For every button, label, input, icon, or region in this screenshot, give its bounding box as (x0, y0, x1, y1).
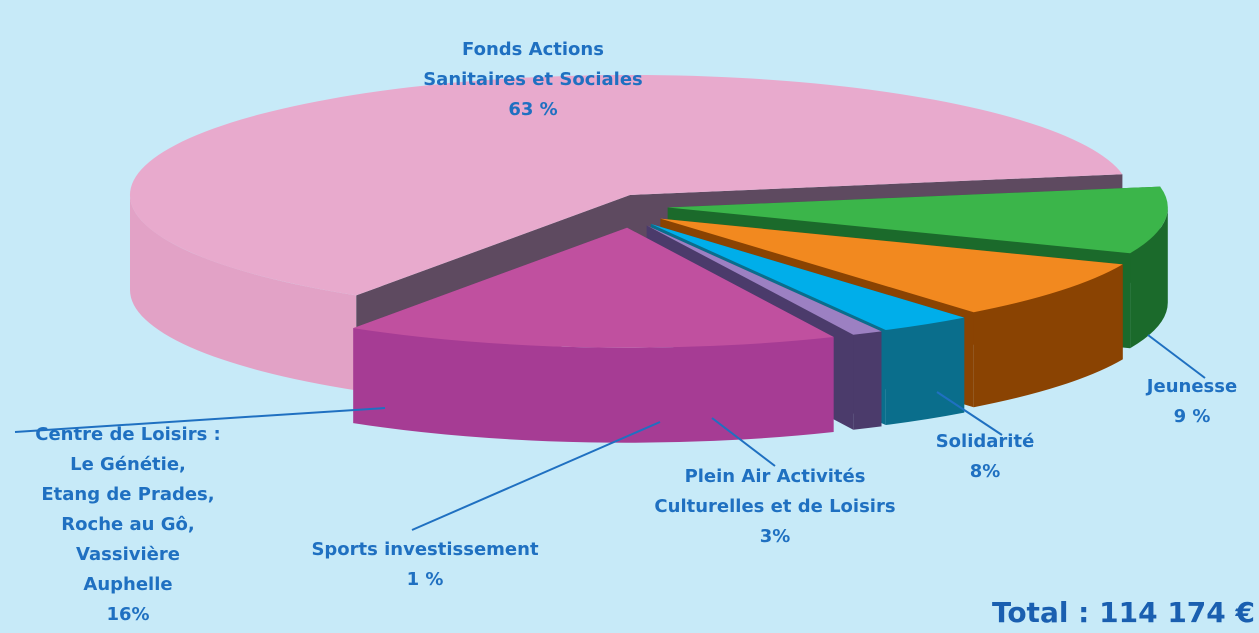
slice-side (853, 331, 882, 430)
slice (660, 218, 1123, 313)
leader-line (14, 407, 386, 433)
value-label: 9 % (1174, 406, 1211, 427)
slice (650, 224, 965, 330)
slice-side (353, 328, 834, 443)
slice-label: Le Génétie, (70, 454, 186, 475)
leader-line (711, 417, 776, 467)
slice-side (130, 195, 357, 391)
value-label: 8% (970, 461, 1001, 482)
slice-side (1130, 207, 1168, 349)
slice-label: Culturelles et de Loisirs (654, 496, 895, 517)
value-label: 63 % (508, 99, 557, 120)
leader-line (1147, 334, 1206, 379)
slice-label: Fonds Actions (462, 39, 604, 60)
leader-line (936, 391, 1003, 436)
slice-label: Roche au Gô, (61, 514, 194, 535)
slice-label: Solidarité (936, 431, 1035, 452)
value-label: 16% (106, 604, 149, 625)
slice-side (973, 264, 1123, 408)
slice (353, 227, 834, 348)
slice-label: Sports investissement (311, 539, 539, 560)
labels: Jeunesse 9 % Solidarité 8% Plein Air Activit… (35, 39, 1237, 625)
value-label: 1 % (407, 569, 444, 590)
slice-side (885, 317, 965, 425)
value-label: 3% (760, 526, 791, 547)
slice-label: Centre de Loisirs : (35, 424, 221, 445)
slice-label: Etang de Prades, (41, 484, 214, 505)
total-annotation: Total : 114 174 € (992, 596, 1255, 629)
slice-label: Plein Air Activités (685, 466, 866, 487)
leader-line (411, 421, 661, 531)
slice (646, 225, 882, 335)
pie (129, 74, 1168, 443)
slice-label: Sanitaires et Sociales (423, 69, 643, 90)
slice (667, 186, 1168, 254)
slice-label: Jeunesse (1145, 376, 1237, 397)
slice (129, 74, 1123, 296)
slice-label: Vassivière (76, 544, 180, 565)
slice-label: Auphelle (83, 574, 172, 595)
